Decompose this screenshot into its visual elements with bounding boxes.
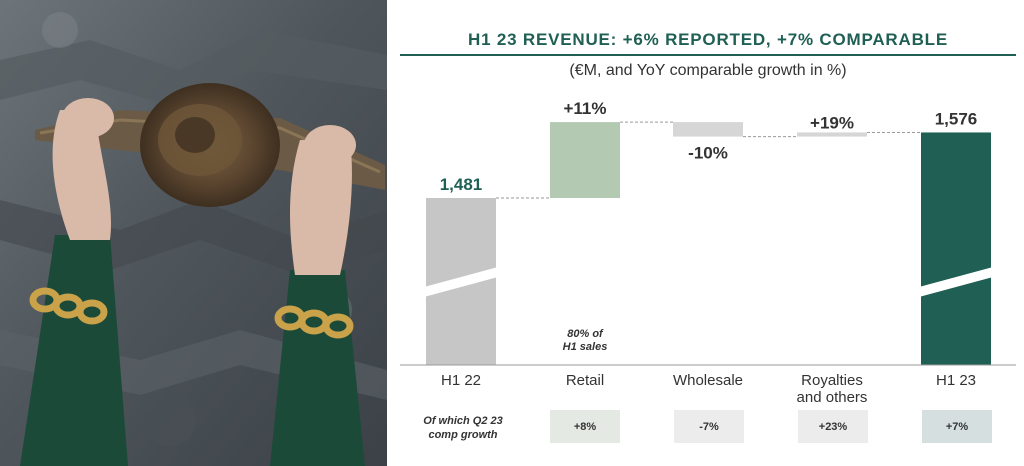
comp-growth-label-line-1: Of which Q2 23 (423, 415, 503, 427)
category-label-wholesale: Wholesale (672, 372, 744, 389)
value-label-wholesale: -10% (688, 144, 728, 163)
category-label-retail: Retail (565, 372, 605, 389)
retail-annotation: 80% of H1 sales (548, 328, 622, 354)
chart-title: H1 23 REVENUE: +6% REPORTED, +7% COMPARA… (468, 30, 948, 49)
title-divider (400, 54, 1016, 56)
axis-break-h1-22 (424, 267, 498, 297)
bar-retail (550, 122, 620, 198)
comp-growth-royalties: +23% (798, 410, 868, 443)
comp-growth-label-line-2: comp growth (428, 429, 498, 441)
bar-wholesale (673, 122, 743, 137)
value-label-royalties: +19% (810, 114, 854, 133)
comp-growth-row-label: Of which Q2 23 comp growth (400, 414, 526, 442)
comp-growth-h1-23: +7% (922, 410, 992, 443)
axis-break-h1-23 (919, 267, 993, 297)
category-label-h1-23: H1 23 (935, 372, 977, 389)
comp-growth-wholesale: -7% (674, 410, 744, 443)
value-label-retail: +11% (563, 99, 606, 118)
bar-royalties (797, 132, 867, 137)
category-label-h1-22: H1 22 (440, 372, 482, 389)
comp-growth-retail: +8% (550, 410, 620, 443)
category-label-royalties-line-2: and others (796, 389, 868, 406)
retail-annotation-line-1: 80% of (567, 328, 603, 340)
chart-subtitle: (€M, and YoY comparable growth in %) (569, 62, 847, 79)
category-label-royalties-line-1: Royalties (801, 372, 863, 389)
value-label-h1-22: 1,481 (440, 175, 483, 194)
bar-h1-23 (921, 132, 991, 365)
hands-holding-bark-photo (0, 0, 387, 466)
retail-annotation-line-2: H1 sales (562, 341, 608, 353)
value-label-h1-23: 1,576 (935, 109, 978, 128)
category-label-royalties: Royalties and others (772, 372, 892, 406)
